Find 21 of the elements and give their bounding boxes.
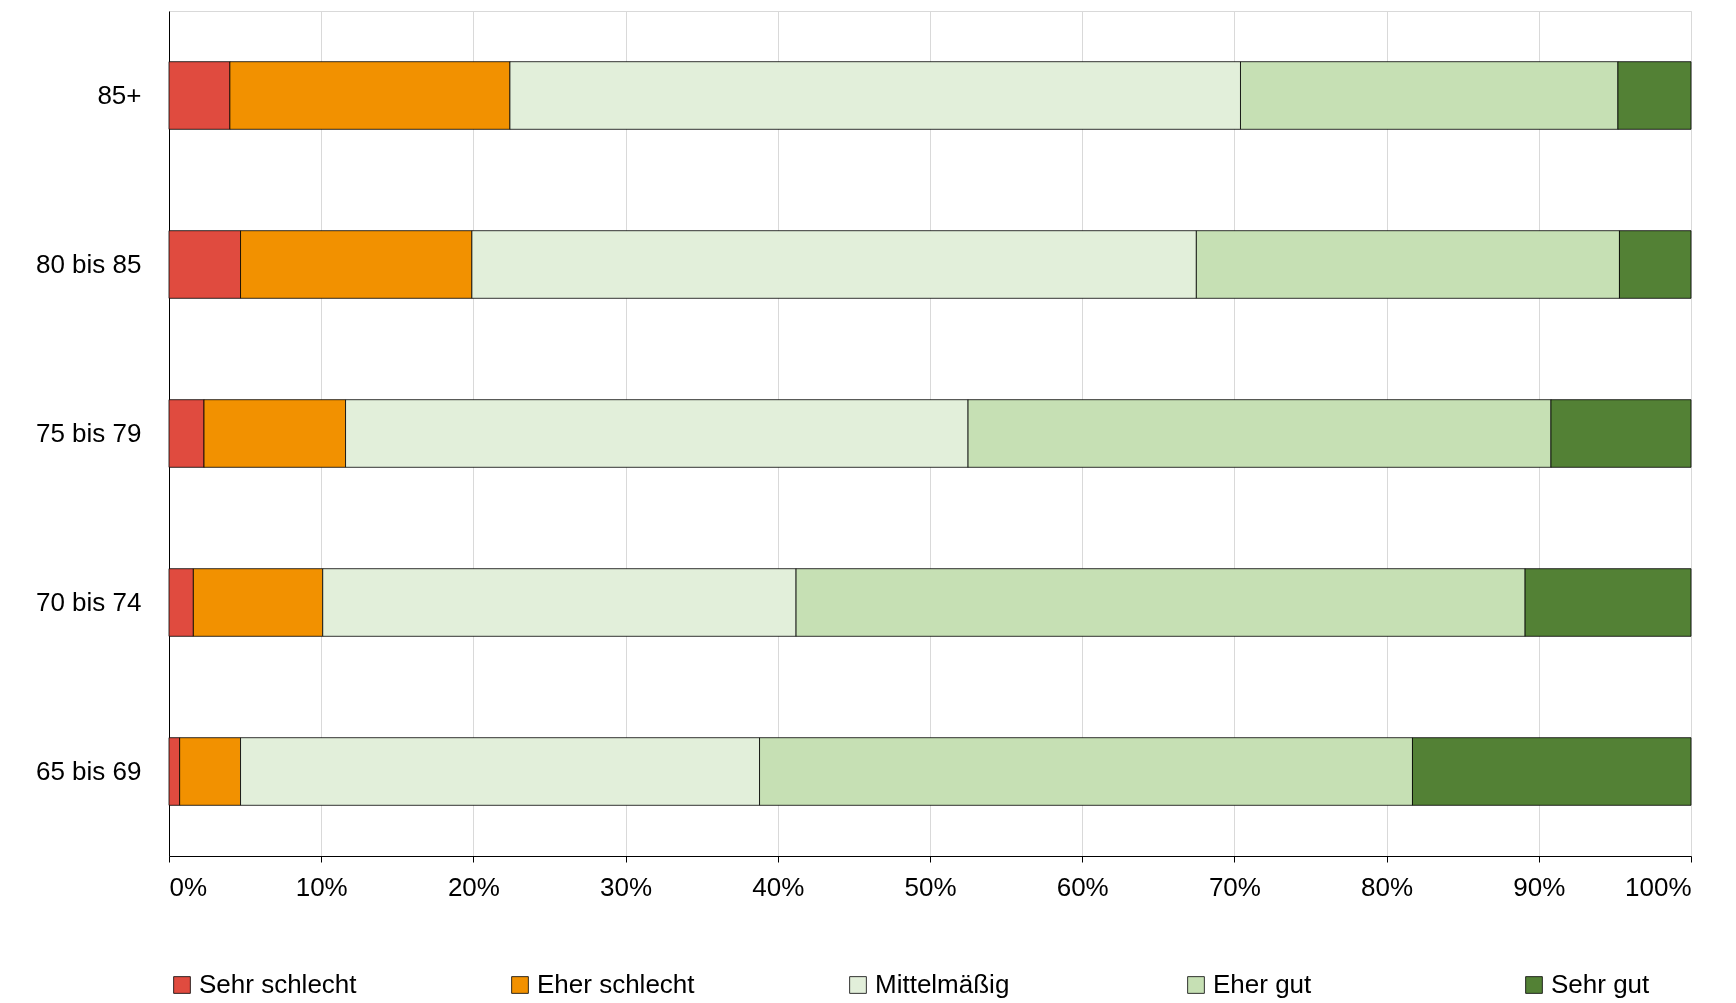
x-tick-label: 70% xyxy=(1208,871,1261,902)
y-tick-label: 75 bis 79 xyxy=(35,417,142,448)
y-tick-label: 85+ xyxy=(97,79,142,110)
legend-label: Sehr schlecht xyxy=(199,969,358,999)
y-tick-label: 65 bis 69 xyxy=(35,755,142,786)
y-tick-label: 70 bis 74 xyxy=(35,586,142,617)
x-tick-label: 30% xyxy=(600,871,653,902)
y-tick-label: 80 bis 85 xyxy=(35,248,142,279)
x-tick-label: 20% xyxy=(447,871,500,902)
x-tick-label: 80% xyxy=(1361,871,1414,902)
legend-label: Eher schlecht xyxy=(537,969,696,999)
x-tick-label: 10% xyxy=(295,871,348,902)
x-tick-label: 40% xyxy=(752,871,805,902)
legend-label: Sehr gut xyxy=(1551,969,1651,999)
legend-label: Mittelmäßig xyxy=(875,969,1010,999)
x-tick-label: 60% xyxy=(1056,871,1109,902)
x-tick-label: 90% xyxy=(1513,871,1566,902)
x-tick-label: 0% xyxy=(169,871,208,902)
x-tick-label: 50% xyxy=(904,871,957,902)
legend-label: Eher gut xyxy=(1213,969,1313,999)
x-tick-label: 100% xyxy=(1625,871,1692,902)
